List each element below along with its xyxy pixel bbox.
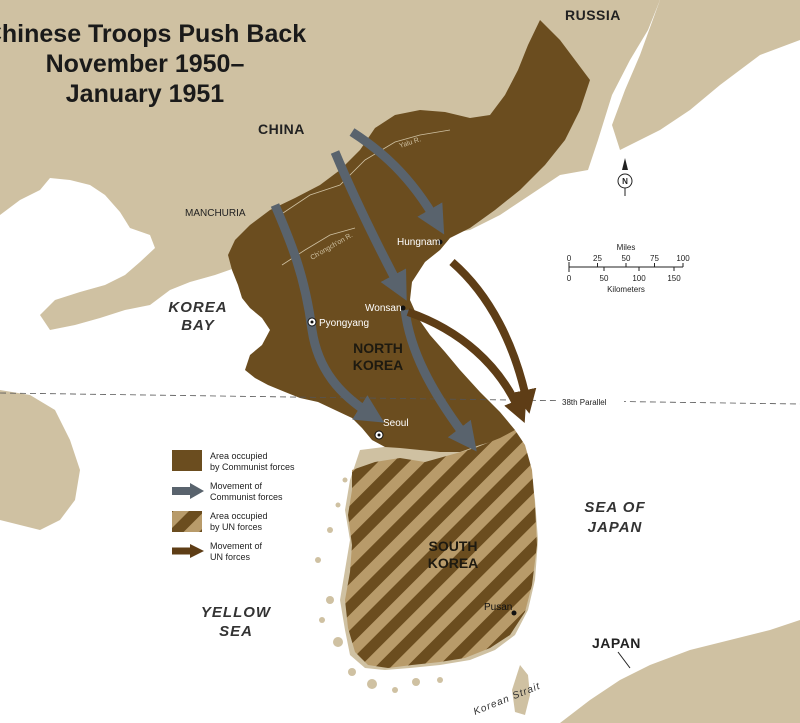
svg-text:UN forces: UN forces bbox=[210, 552, 251, 562]
label-russia: RUSSIA bbox=[565, 7, 621, 23]
label-south-korea-2: KOREA bbox=[428, 555, 479, 571]
svg-text:Kilometers: Kilometers bbox=[607, 285, 645, 294]
svg-text:Pusan: Pusan bbox=[484, 602, 512, 613]
russia-coast bbox=[612, 0, 800, 150]
legend-swatch-communist-area bbox=[172, 450, 202, 471]
svg-text:by Communist forces: by Communist forces bbox=[210, 462, 295, 472]
label-north-korea-1: NORTH bbox=[353, 340, 403, 356]
38th-parallel-line bbox=[0, 392, 800, 405]
svg-text:Wonsan: Wonsan bbox=[365, 303, 402, 314]
city-wonsan: Wonsan bbox=[365, 303, 406, 314]
scale-bar: Miles 0 25 50 75 100 0 50 100 150 Kilome… bbox=[567, 243, 690, 294]
svg-text:Area occupied: Area occupied bbox=[210, 511, 268, 521]
label-south-korea-1: SOUTH bbox=[429, 538, 478, 554]
communist-movement-arrows bbox=[270, 128, 477, 452]
svg-text:75: 75 bbox=[650, 254, 659, 263]
svg-text:25: 25 bbox=[593, 254, 602, 263]
svg-text:0: 0 bbox=[567, 274, 572, 283]
label-north-korea-2: KOREA bbox=[353, 357, 404, 373]
un-movement-arrows bbox=[406, 258, 537, 424]
label-manchuria: MANCHURIA bbox=[185, 208, 246, 219]
label-sea-of-japan-1: SEA OF bbox=[584, 499, 645, 516]
svg-text:50: 50 bbox=[622, 254, 631, 263]
svg-text:150: 150 bbox=[667, 274, 681, 283]
yalu-river bbox=[279, 129, 451, 216]
map-title-line3: January 1951 bbox=[66, 80, 225, 108]
svg-text:Movement of: Movement of bbox=[210, 481, 263, 491]
city-pyongyang: Pyongyang bbox=[307, 317, 369, 329]
label-korea-bay-2: BAY bbox=[181, 317, 216, 334]
svg-text:0: 0 bbox=[567, 254, 572, 263]
svg-text:Movement of: Movement of bbox=[210, 541, 263, 551]
map-legend: Area occupied by Communist forces Moveme… bbox=[172, 450, 295, 562]
label-yellow-sea-1: YELLOW bbox=[201, 604, 272, 621]
tsushima-island bbox=[512, 665, 530, 715]
parallel-label-bg bbox=[558, 396, 624, 408]
liaodong-coast bbox=[0, 390, 80, 530]
un-occupied-area bbox=[345, 430, 537, 668]
city-pusan: Pusan bbox=[484, 602, 517, 616]
city-seoul: Seoul bbox=[374, 418, 409, 440]
svg-text:100: 100 bbox=[632, 274, 646, 283]
southwest-islands bbox=[315, 477, 443, 693]
svg-text:50: 50 bbox=[600, 274, 609, 283]
japan-landmass bbox=[560, 620, 800, 723]
label-38th-parallel: 38th Parallel bbox=[562, 398, 607, 407]
svg-text:Area occupied: Area occupied bbox=[210, 451, 268, 461]
compass-icon: N bbox=[617, 158, 633, 196]
city-hungnam: Hungnam bbox=[397, 237, 443, 248]
svg-text:N: N bbox=[622, 177, 628, 186]
svg-text:Hungnam: Hungnam bbox=[397, 237, 440, 248]
svg-text:Miles: Miles bbox=[617, 243, 636, 252]
svg-text:Communist forces: Communist forces bbox=[210, 492, 283, 502]
svg-text:Pyongyang: Pyongyang bbox=[319, 318, 369, 329]
label-japan: JAPAN bbox=[592, 635, 641, 651]
legend-swatch-un-area bbox=[172, 511, 202, 532]
map-title-line2: November 1950– bbox=[46, 50, 245, 78]
japan-label-leader bbox=[617, 651, 631, 669]
label-china: CHINA bbox=[258, 121, 305, 137]
label-korea-bay-1: KOREA bbox=[168, 299, 227, 316]
svg-text:100: 100 bbox=[676, 254, 690, 263]
label-yellow-sea-2: SEA bbox=[219, 623, 253, 640]
svg-text:by UN forces: by UN forces bbox=[210, 522, 263, 532]
map-title-line1: Chinese Troops Push Back bbox=[0, 20, 306, 48]
mainland-asia bbox=[0, 0, 660, 330]
svg-text:Seoul: Seoul bbox=[383, 418, 409, 429]
label-sea-of-japan-2: JAPAN bbox=[588, 519, 643, 536]
